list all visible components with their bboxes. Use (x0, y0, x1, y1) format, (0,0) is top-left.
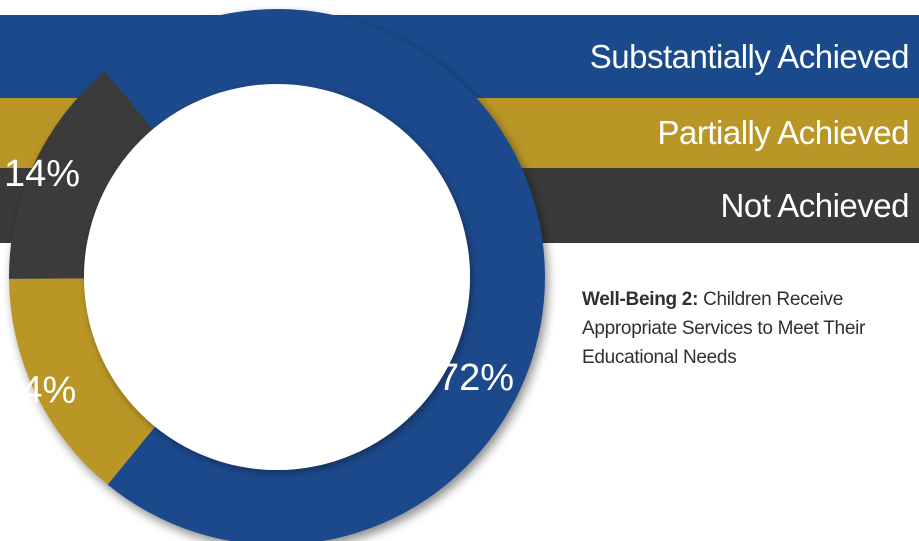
caption-text: Children Receive Appropriate Services to… (582, 289, 866, 368)
legend-label: Not Achieved (720, 186, 910, 224)
slice-label-substantially-achieved: 72% (438, 357, 514, 399)
donut-hole (84, 84, 470, 470)
legend-label: Partially Achieved (657, 114, 910, 151)
slice-partially-achieved (9, 278, 156, 485)
slice-not-achieved (8, 71, 153, 279)
caption-title: Well-Being 2: (582, 289, 699, 310)
slice-label-not-achieved: 14% (4, 153, 80, 195)
slice-label-partially-achieved: 14% (0, 370, 76, 412)
slice-substantially-achieved (104, 9, 545, 541)
chart-caption: Well-Being 2: Children Receive Appropria… (582, 285, 912, 372)
legend-label: Substantially Achieved (589, 37, 910, 75)
